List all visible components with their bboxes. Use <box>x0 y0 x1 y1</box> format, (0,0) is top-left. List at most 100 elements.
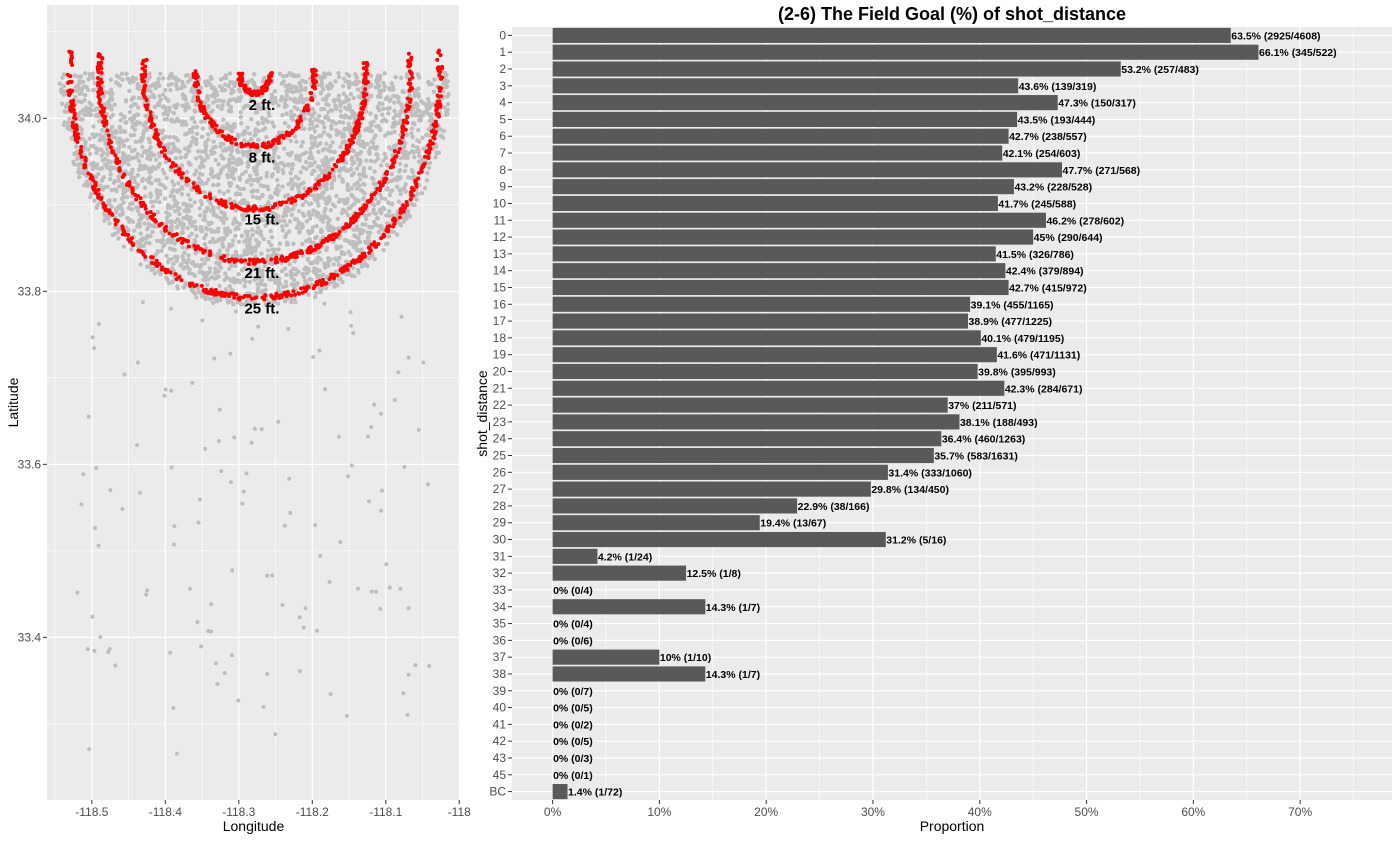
highlight-point <box>75 140 80 145</box>
shot-point <box>127 109 132 115</box>
shot-point <box>171 261 176 267</box>
shot-point <box>94 205 99 210</box>
highlight-point <box>155 136 160 141</box>
shot-point <box>135 208 141 213</box>
shot-point <box>282 210 288 216</box>
shot-point <box>288 109 294 114</box>
y-tick-label: 24 <box>493 432 507 446</box>
shot-point <box>371 135 377 141</box>
shot-point <box>233 309 238 314</box>
shot-point <box>312 129 317 134</box>
shot-point <box>76 166 82 171</box>
bar-14 <box>552 263 1006 279</box>
shot-point <box>346 85 352 90</box>
shot-point <box>320 148 326 153</box>
shot-point <box>116 81 121 87</box>
shot-point <box>208 82 213 87</box>
shot-point <box>445 101 451 107</box>
shot-point <box>90 164 96 170</box>
bar-label: 41.6% (471/1131) <box>997 350 1080 362</box>
highlight-point <box>214 123 219 128</box>
shot-point <box>360 196 366 202</box>
shot-point <box>298 99 303 104</box>
highlight-point <box>274 291 279 296</box>
highlight-point <box>434 103 439 108</box>
highlight-point <box>149 255 154 260</box>
bar-label: 45% (290/644) <box>1034 232 1103 244</box>
highlight-point <box>352 217 357 222</box>
shot-point <box>198 644 203 649</box>
shot-point <box>407 93 412 98</box>
highlight-point <box>165 269 170 274</box>
shot-point <box>194 233 199 239</box>
shot-point <box>240 150 246 155</box>
shot-point <box>327 196 332 202</box>
bar-8 <box>552 162 1062 178</box>
shot-point <box>142 221 147 226</box>
highlight-point <box>120 174 125 179</box>
shot-point <box>353 197 358 202</box>
shot-point <box>198 497 203 502</box>
shot-point <box>383 241 389 247</box>
highlight-point <box>299 118 304 123</box>
shot-point <box>227 196 232 202</box>
shot-point <box>312 294 318 300</box>
shot-point <box>290 117 296 122</box>
shot-point <box>251 166 257 171</box>
highlight-point <box>409 186 414 191</box>
shot-point <box>110 232 115 238</box>
shot-point <box>280 602 285 607</box>
shot-point <box>203 209 209 214</box>
highlight-point <box>71 108 76 113</box>
shot-point <box>302 116 308 121</box>
shot-point <box>322 115 328 120</box>
highlight-point <box>217 201 222 206</box>
highlight-point <box>157 223 162 228</box>
shot-point <box>100 187 106 192</box>
highlight-point <box>228 138 233 143</box>
shot-point <box>415 138 420 143</box>
shot-point <box>298 93 304 98</box>
highlight-point <box>70 88 75 93</box>
bar-label: 14.3% (1/7) <box>706 669 760 681</box>
shot-point <box>369 129 375 134</box>
shot-point <box>59 101 65 106</box>
shot-point <box>100 127 105 133</box>
shot-point <box>137 490 142 495</box>
shot-point <box>114 188 119 194</box>
shot-point <box>147 170 152 175</box>
shot-point <box>131 132 137 138</box>
shot-point <box>356 270 361 275</box>
shot-point <box>288 269 293 274</box>
y-tick-label: 5 <box>499 112 506 126</box>
highlight-point <box>336 158 341 163</box>
shot-point <box>393 75 398 80</box>
shot-point <box>183 202 188 207</box>
shot-point <box>233 249 239 255</box>
shot-point <box>280 224 285 229</box>
shot-point <box>96 322 101 327</box>
highlight-point <box>113 153 118 158</box>
highlight-point <box>126 233 131 238</box>
shot-point <box>199 156 205 162</box>
highlight-point <box>409 55 414 60</box>
bar-label: 42.4% (379/894) <box>1006 266 1084 278</box>
shot-point <box>88 108 94 113</box>
highlight-point <box>283 256 288 261</box>
shot-point <box>130 76 135 81</box>
shot-point <box>301 180 306 186</box>
shot-point <box>255 188 260 194</box>
shot-point <box>382 71 387 76</box>
shot-point <box>91 87 97 93</box>
highlight-point <box>199 283 204 288</box>
shot-point <box>277 241 283 246</box>
highlight-point <box>276 137 281 142</box>
shot-point <box>280 184 285 189</box>
shot-point <box>232 83 237 89</box>
highlight-point <box>327 171 332 176</box>
y-tick-label: 31 <box>493 549 507 563</box>
shot-point <box>179 85 184 91</box>
shot-point <box>379 508 384 513</box>
highlight-point <box>156 142 161 147</box>
shot-point <box>202 190 207 195</box>
